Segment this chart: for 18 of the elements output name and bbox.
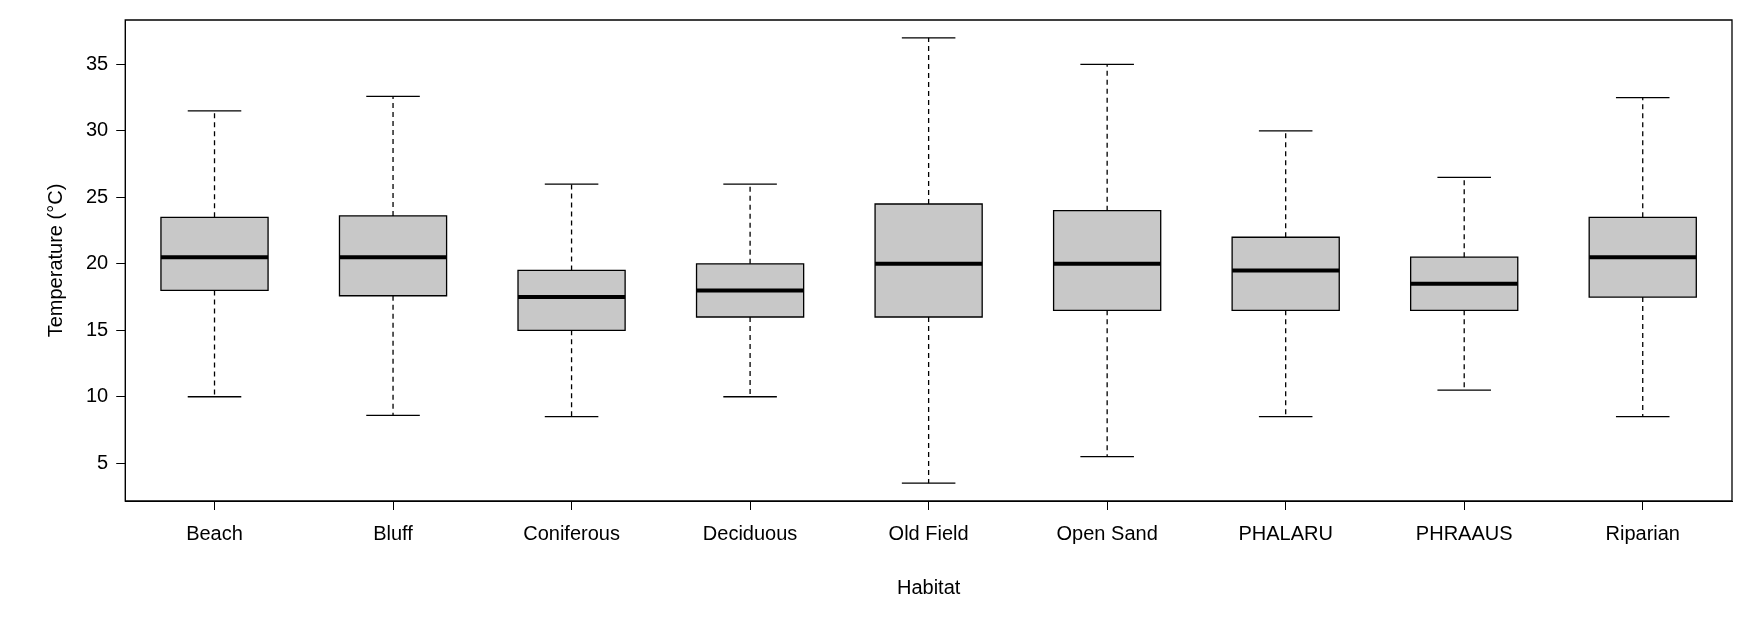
x-tick-label: Beach bbox=[186, 521, 243, 544]
y-tick-label: 35 bbox=[86, 51, 109, 74]
x-tick-label: PHALARU bbox=[1238, 521, 1333, 544]
x-tick-label: Open Sand bbox=[1056, 521, 1158, 544]
y-tick-label: 15 bbox=[86, 317, 109, 340]
x-tick-label: Deciduous bbox=[702, 521, 798, 544]
x-axis-title: Habitat bbox=[896, 575, 961, 598]
x-tick-label: Riparian bbox=[1605, 521, 1680, 544]
y-tick-label: 20 bbox=[86, 251, 109, 274]
x-tick-label: Bluff bbox=[373, 521, 414, 544]
y-axis-title: Temperature (°C) bbox=[43, 183, 66, 338]
y-tick-label: 25 bbox=[86, 184, 109, 207]
x-tick-label: Old Field bbox=[888, 521, 969, 544]
y-tick-label: 10 bbox=[86, 384, 109, 407]
y-tick-label: 30 bbox=[86, 118, 109, 141]
x-tick-label: Coniferous bbox=[523, 521, 620, 544]
x-tick-label: PHRAAUS bbox=[1415, 521, 1513, 544]
y-tick-label: 5 bbox=[97, 450, 109, 473]
